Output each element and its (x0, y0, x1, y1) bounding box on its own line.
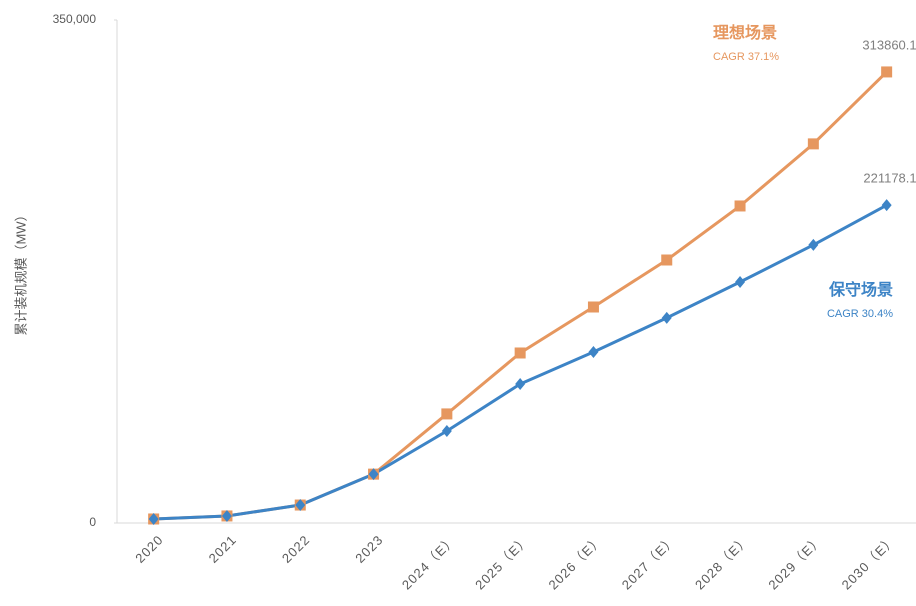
x-tick-label: 2022 (279, 532, 313, 566)
y-tick-label: 350,000 (53, 12, 97, 26)
marker (661, 254, 673, 266)
marker (441, 408, 453, 420)
legend-label: 保守场景 (828, 280, 893, 299)
x-tick-label: 2021 (206, 532, 240, 566)
marker (735, 275, 746, 288)
marker (514, 347, 526, 359)
x-tick-label: 2030（E） (839, 532, 900, 593)
data-label: 221178.1 (863, 171, 916, 186)
marker (587, 301, 599, 313)
marker (881, 66, 893, 78)
marker (661, 311, 672, 324)
x-tick-label: 2024（E） (399, 532, 460, 593)
marker (515, 378, 526, 391)
marker (588, 345, 599, 358)
marker (807, 138, 819, 150)
y-tick-label: 0 (89, 515, 96, 529)
x-tick-label: 2023 (352, 532, 386, 566)
x-tick-label: 2028（E） (692, 532, 753, 593)
marker (368, 468, 379, 481)
annotation: CAGR 37.1% (713, 51, 779, 63)
x-tick-label: 2020 (132, 532, 166, 566)
x-tick-label: 2026（E） (545, 532, 606, 593)
x-tick-label: 2025（E） (472, 532, 533, 593)
marker (881, 199, 892, 212)
data-label: 313860.1 (862, 37, 916, 52)
series-line (153, 70, 888, 521)
marker (221, 509, 232, 522)
marker (441, 425, 452, 438)
y-axis-label: 累计装机规模（MW） (13, 208, 28, 335)
marker (734, 200, 746, 212)
marker (295, 499, 306, 512)
x-tick-label: 2029（E） (765, 532, 826, 593)
series-line (153, 203, 888, 521)
marker (148, 512, 159, 525)
x-tick-label: 2027（E） (619, 532, 680, 593)
marker (808, 238, 819, 251)
annotation: CAGR 30.4% (827, 308, 893, 320)
legend-label: 理想场景 (713, 23, 777, 42)
